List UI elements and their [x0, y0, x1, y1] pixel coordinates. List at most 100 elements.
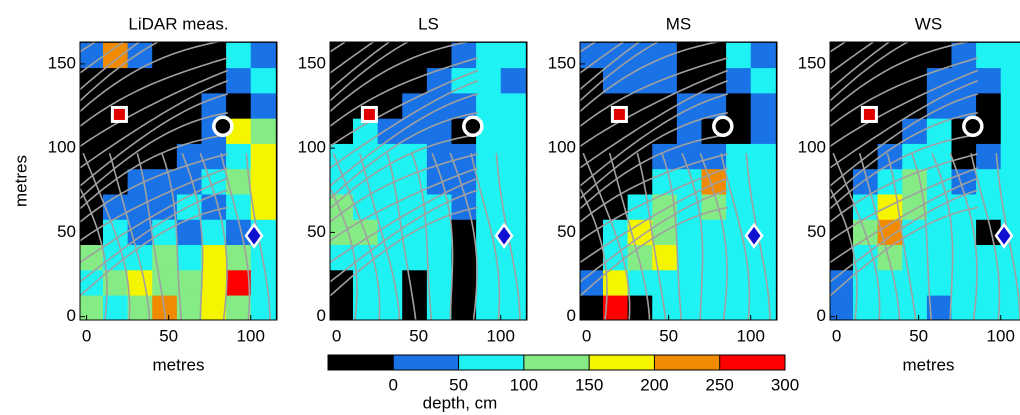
contour-line — [580, 79, 729, 169]
heat-cell — [951, 270, 977, 297]
heat-cell — [500, 295, 526, 320]
contour-line — [580, 177, 729, 264]
heat-cell — [830, 295, 854, 320]
heat-cell — [80, 42, 104, 69]
heat-cell — [500, 245, 526, 271]
heat-cell — [476, 68, 502, 94]
x-tick-label: 0 — [82, 326, 91, 345]
colorbar-tick-label: 50 — [449, 375, 468, 394]
contour-line — [220, 153, 251, 320]
contour-line — [580, 42, 641, 91]
contour-line — [330, 93, 479, 187]
heat-cell — [250, 42, 276, 69]
contour-line — [330, 186, 358, 320]
heat-cell — [926, 219, 952, 246]
heat-cell — [226, 270, 252, 297]
y-tick-label: 50 — [807, 222, 826, 241]
heat-cell — [201, 295, 227, 320]
heat-cell — [102, 118, 129, 145]
heat-cell — [701, 270, 727, 297]
heat-cell — [250, 143, 276, 170]
heat-cell — [976, 295, 1002, 320]
heat-cell — [902, 42, 928, 69]
y-tick-label: 0 — [817, 306, 826, 325]
contour-line — [80, 69, 229, 147]
heat-cell — [226, 93, 252, 120]
heat-cell — [426, 143, 452, 170]
heat-cell — [476, 295, 502, 320]
colorbar-tick-label: 150 — [575, 375, 603, 394]
contour-line — [830, 57, 979, 127]
contour-line — [608, 152, 651, 320]
heat-cell — [580, 295, 604, 320]
contour-line — [80, 42, 141, 91]
heat-cell — [652, 270, 678, 297]
marker-square — [360, 105, 378, 123]
contour-line — [830, 167, 979, 242]
contour-line — [580, 186, 608, 320]
contour-line — [580, 42, 660, 102]
colorbar-tick-label: 250 — [706, 375, 734, 394]
plot-frame — [79, 41, 278, 321]
marker-diamond — [744, 222, 764, 249]
y-tick-label: 150 — [298, 53, 326, 72]
marker-circle — [712, 115, 734, 137]
contour-line — [332, 152, 381, 320]
heat-cell — [1000, 93, 1020, 120]
heat-cell — [976, 270, 1002, 297]
heat-cell — [580, 42, 604, 69]
contour-line — [830, 69, 979, 147]
contour-line — [80, 186, 108, 320]
plot-area — [80, 42, 277, 320]
heat-cell — [902, 219, 928, 246]
contour-line — [580, 42, 625, 74]
marker-square — [110, 105, 128, 123]
contour-line — [386, 152, 417, 320]
contour-line — [830, 112, 978, 200]
contour-line — [330, 42, 471, 113]
heat-cell — [726, 68, 752, 94]
contour-line — [80, 133, 228, 210]
heat-cell — [377, 169, 403, 195]
contour-line — [80, 93, 229, 187]
heat-cell — [726, 42, 752, 69]
contour-line — [830, 42, 971, 113]
heat-cell — [750, 118, 776, 145]
x-tick-label: 100 — [237, 326, 265, 345]
panel-title: WS — [915, 14, 942, 33]
contour-line — [858, 152, 901, 320]
plot-frame — [829, 41, 1020, 321]
contour-line — [830, 42, 891, 91]
heat-cell — [402, 68, 428, 94]
heat-cell — [926, 270, 952, 297]
heat-cell — [226, 42, 252, 69]
contour-line — [181, 152, 204, 320]
heat-cell — [976, 194, 1002, 221]
heat-cell — [176, 270, 202, 297]
heat-cell — [426, 270, 452, 297]
marker-circle — [462, 115, 484, 137]
contour-line — [582, 152, 631, 320]
heat-cell — [676, 245, 702, 271]
heat-cell — [250, 270, 276, 297]
contour-line — [970, 153, 1001, 320]
y-tick-label: 100 — [48, 138, 76, 157]
heat-cell — [226, 68, 252, 94]
heat-cell — [852, 118, 879, 145]
contour-line — [330, 112, 478, 200]
heat-cell — [627, 169, 653, 195]
x-tick-label: 0 — [332, 326, 341, 345]
heat-cell — [1000, 295, 1020, 320]
contour-line — [830, 42, 910, 102]
heat-cell — [176, 93, 202, 120]
contour-line — [830, 42, 875, 74]
heat-cell — [926, 245, 952, 271]
colorbar-segment — [328, 355, 394, 370]
heat-cell — [830, 42, 854, 69]
heat-cell — [152, 219, 178, 246]
heat-cell — [701, 245, 727, 271]
heat-cell — [201, 270, 227, 297]
x-tick-label: 0 — [582, 326, 591, 345]
colorbar-tick-label: 100 — [510, 375, 538, 394]
contour-line — [580, 69, 729, 147]
